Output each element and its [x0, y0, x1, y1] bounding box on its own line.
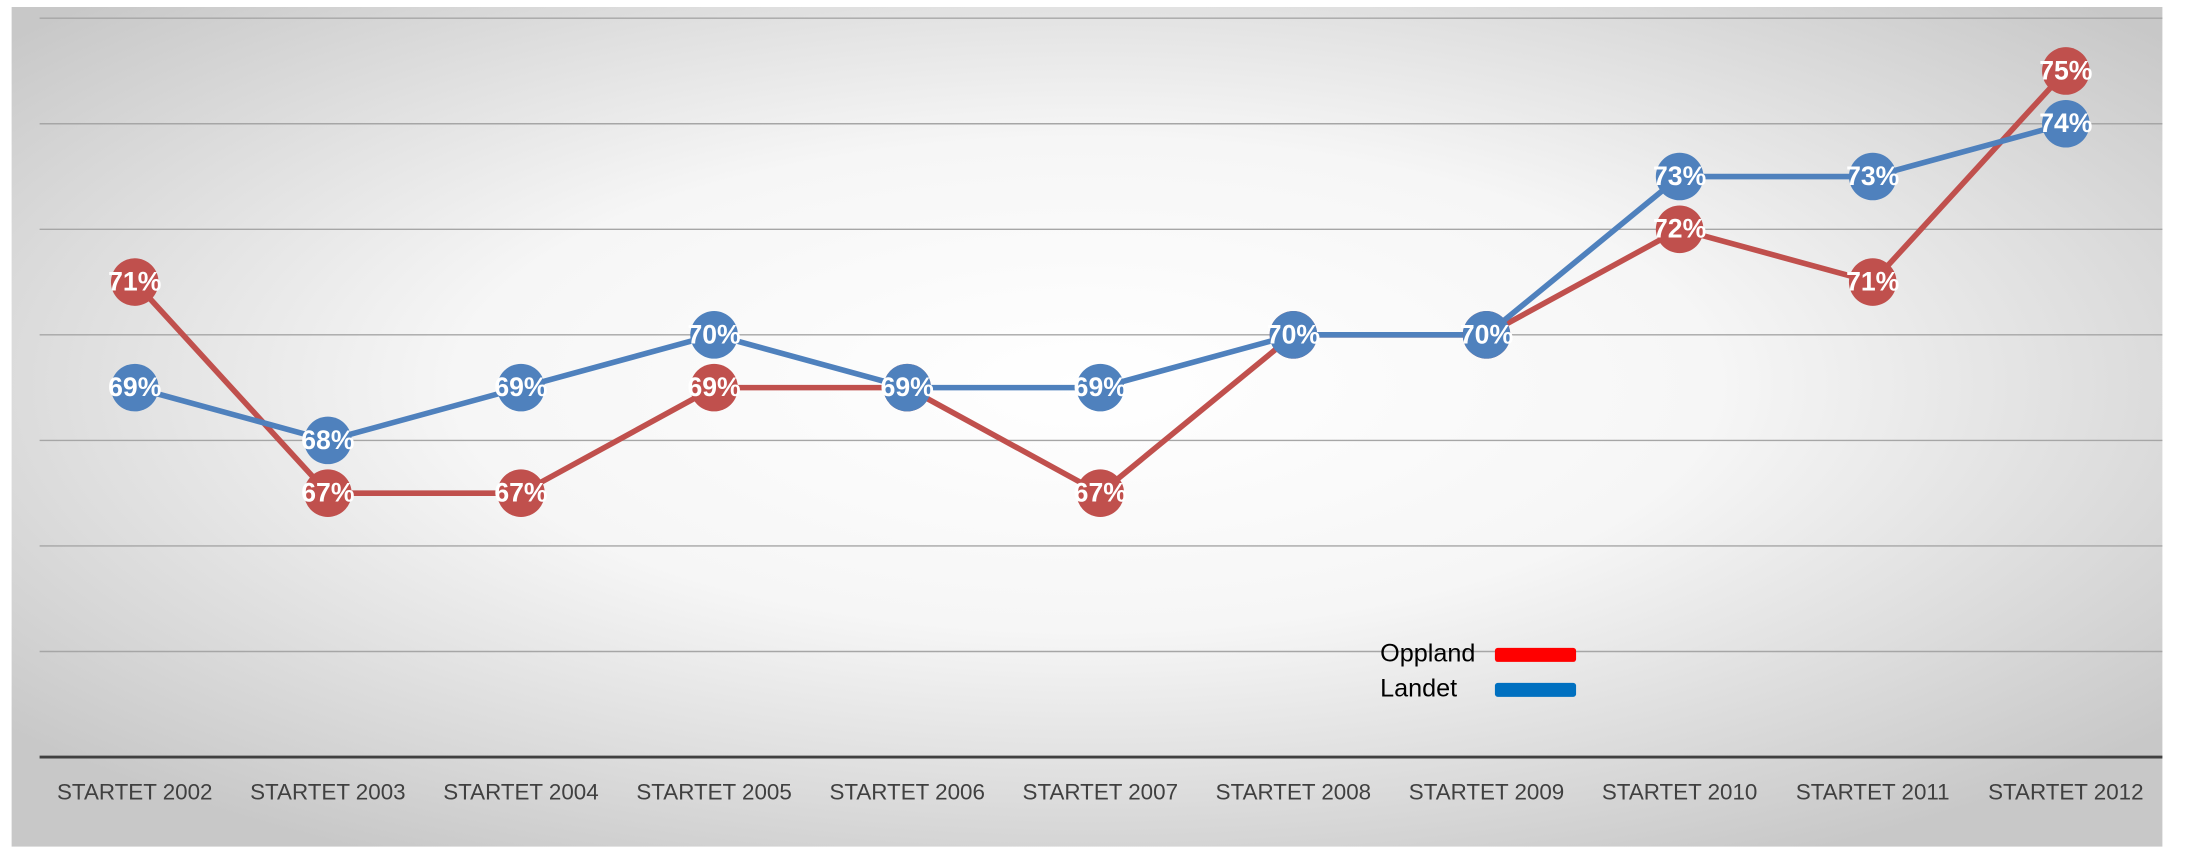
data-label: 67%: [1074, 478, 1127, 508]
x-tick-label: STARTET 2004: [443, 779, 598, 804]
legend-swatch: [1494, 682, 1577, 697]
x-tick-label: STARTET 2003: [250, 779, 405, 804]
point: [1462, 311, 1511, 359]
data-label: 72%: [1653, 214, 1706, 244]
point: [497, 469, 545, 517]
data-label: 67%: [494, 478, 547, 508]
x-tick-label: STARTET 2008: [1216, 779, 1371, 804]
point: [110, 363, 159, 412]
data-label: 75%: [2039, 55, 2092, 85]
point: [304, 416, 352, 465]
data-label: 69%: [687, 372, 740, 402]
point: [1848, 152, 1897, 201]
point: [2042, 99, 2090, 148]
point: [1655, 152, 1704, 201]
data-label: 73%: [1653, 161, 1706, 191]
data-label: 69%: [108, 372, 161, 402]
point: [497, 363, 545, 412]
data-label: 69%: [881, 372, 934, 402]
data-label: 70%: [687, 319, 740, 349]
legend-label: Oppland: [1380, 640, 1475, 668]
x-tick-label: STARTET 2011: [1796, 779, 1950, 804]
data-label: 67%: [301, 478, 354, 508]
legend-swatch: [1494, 647, 1577, 662]
x-tick-label: STARTET 2006: [829, 779, 984, 804]
data-label: 68%: [301, 425, 354, 455]
legend-label: Landet: [1380, 675, 1457, 703]
point: [1269, 311, 1318, 359]
data-label: 73%: [1846, 161, 1899, 191]
x-tick-label: STARTET 2010: [1602, 779, 1757, 804]
point: [110, 258, 159, 306]
x-tick-label: STARTET 2007: [1023, 779, 1178, 804]
x-tick-label: STARTET 2012: [1988, 779, 2143, 804]
data-label: 70%: [1460, 319, 1513, 349]
point: [1848, 258, 1897, 306]
data-label: 71%: [108, 266, 161, 296]
data-label: 70%: [1267, 319, 1320, 349]
x-tick-label: STARTET 2002: [57, 779, 212, 804]
data-label: 69%: [494, 372, 547, 402]
point: [690, 311, 738, 359]
point: [1076, 363, 1125, 412]
point: [1655, 205, 1704, 254]
data-label: 74%: [2039, 108, 2092, 138]
point: [304, 469, 352, 517]
point: [883, 363, 931, 412]
x-tick-label: STARTET 2005: [636, 779, 791, 804]
x-tick-label: STARTET 2009: [1409, 779, 1564, 804]
data-label: 71%: [1846, 266, 1899, 296]
point: [690, 363, 738, 412]
point: [2042, 47, 2090, 95]
data-label: 69%: [1074, 372, 1127, 402]
point: [1076, 469, 1125, 517]
